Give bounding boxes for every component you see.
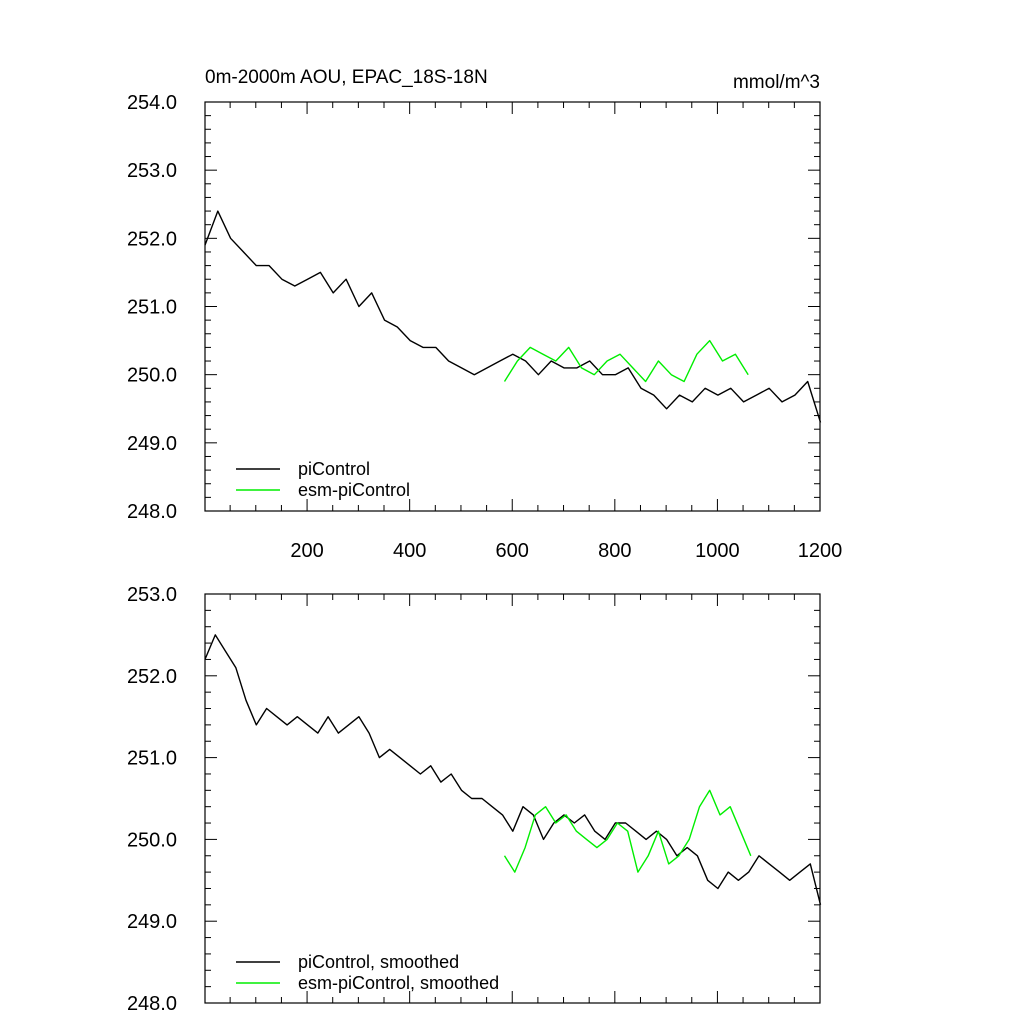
series-line-esm-picontrol — [503, 339, 749, 383]
legend-label-picontrol-smoothed: piControl, smoothed — [298, 952, 459, 972]
legend-label-picontrol: piControl — [298, 459, 370, 479]
series-line-picontrol — [204, 210, 822, 423]
top-panel: 0m-2000m AOU, EPAC_18S-18N mmol/m^3 248.… — [127, 67, 842, 562]
top-series-layer — [204, 210, 822, 423]
bottom-panel: 248.0 249.0 250.0 251.0 252.0 253.0 piControl… — [127, 584, 822, 1015]
y-tick-label: 253.0 — [127, 584, 177, 606]
top-axis-layer: 248.0 249.0 250.0 251.0 252.0 253.0 254.0 200 40… — [127, 92, 842, 562]
x-tick-label: 600 — [496, 540, 529, 562]
top-plot-frame — [204, 101, 821, 512]
y-tick-label: 248.0 — [127, 993, 177, 1015]
y-tick-label: 254.0 — [127, 92, 177, 114]
series-line-esm-picontrol-smoothed — [503, 789, 752, 873]
top-legend: piControl esm-piControl — [236, 459, 410, 500]
y-tick-label: 249.0 — [127, 433, 177, 455]
top-title-units: mmol/m^3 — [733, 72, 820, 93]
y-tick-label: 253.0 — [127, 160, 177, 182]
x-tick-label: 1000 — [695, 540, 740, 562]
y-tick-label: 250.0 — [127, 365, 177, 387]
y-tick-label: 248.0 — [127, 501, 177, 523]
bottom-axis-layer: 248.0 249.0 250.0 251.0 252.0 253.0 — [127, 584, 821, 1015]
x-tick-label: 400 — [393, 540, 426, 562]
x-tick-label: 1200 — [798, 540, 843, 562]
legend-label-esm-picontrol: esm-piControl — [298, 480, 410, 500]
y-tick-label: 251.0 — [127, 297, 177, 319]
bottom-legend: piControl, smoothed esm-piControl, smoot… — [236, 952, 499, 993]
y-tick-label: 249.0 — [127, 911, 177, 933]
bottom-series-layer — [204, 634, 822, 905]
bottom-plot-frame — [204, 593, 821, 1004]
legend-label-esm-picontrol-smoothed: esm-piControl, smoothed — [298, 973, 499, 993]
top-title-left: 0m-2000m AOU, EPAC_18S-18N — [205, 67, 488, 88]
y-tick-label: 251.0 — [127, 748, 177, 770]
x-tick-label: 800 — [598, 540, 631, 562]
series-line-picontrol-smoothed — [204, 634, 822, 905]
y-tick-label: 250.0 — [127, 829, 177, 851]
y-tick-label: 252.0 — [127, 228, 177, 250]
x-tick-label: 200 — [290, 540, 323, 562]
y-tick-label: 252.0 — [127, 666, 177, 688]
